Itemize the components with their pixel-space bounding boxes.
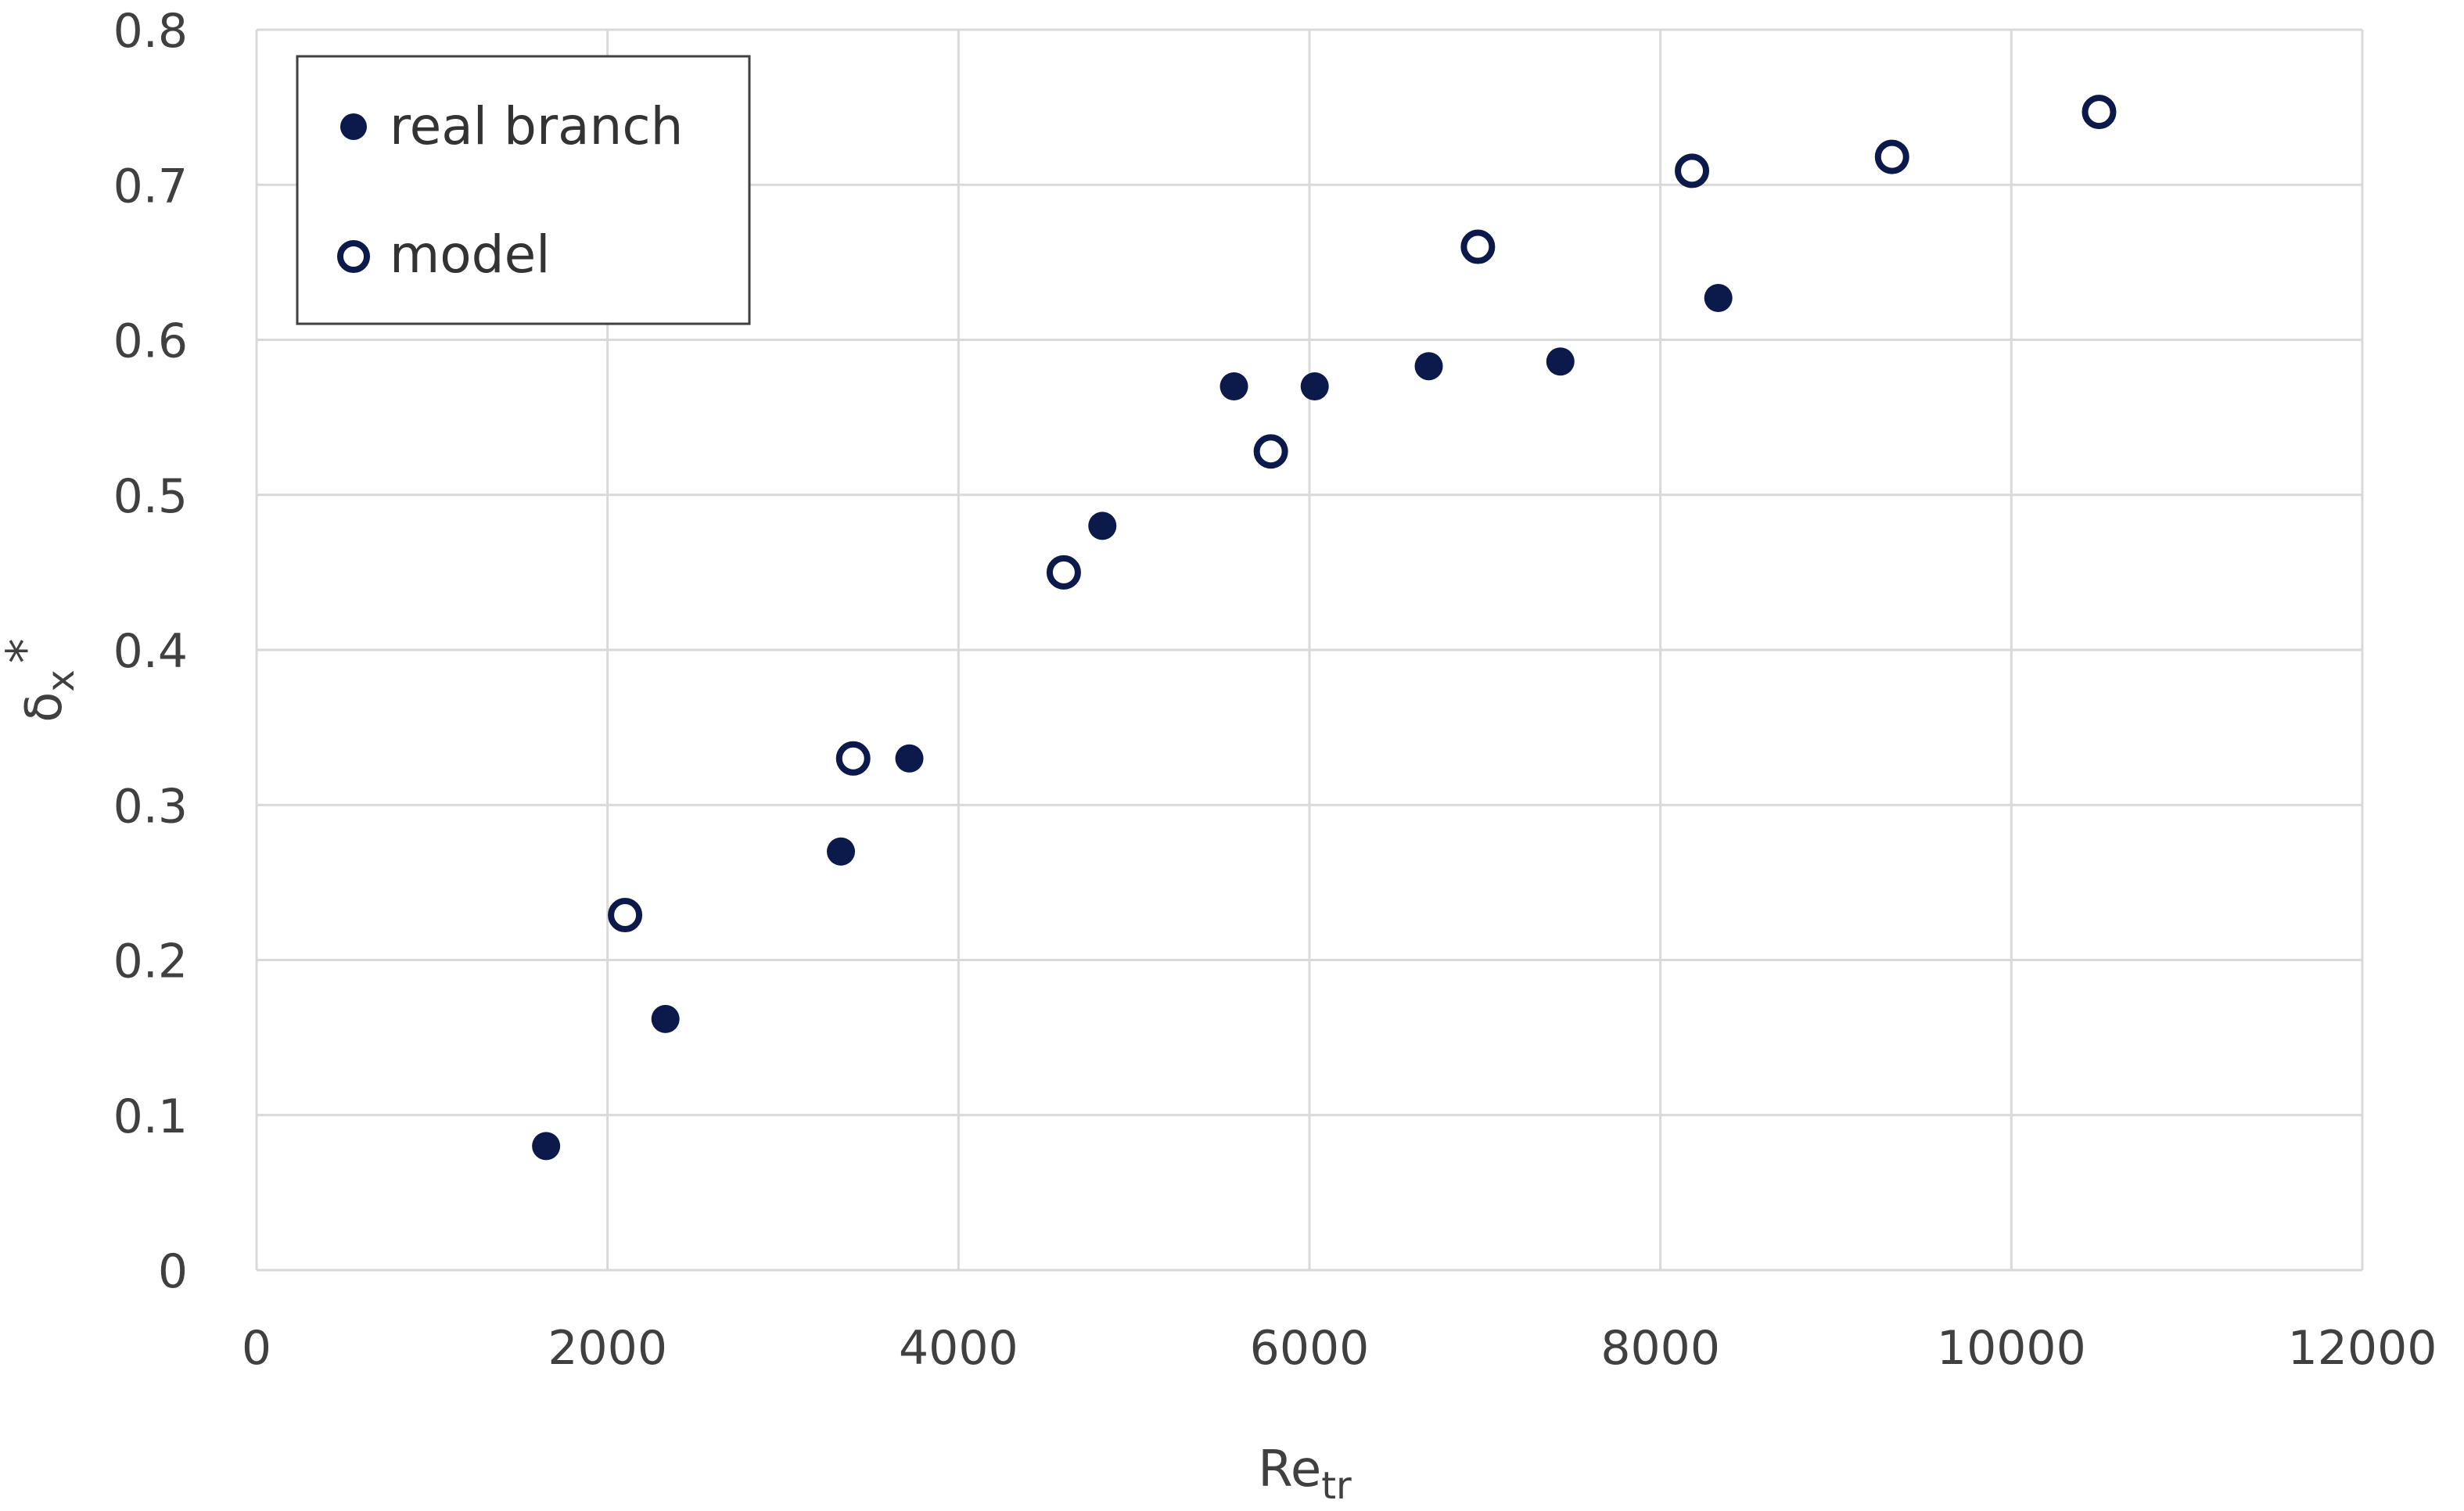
y-axis-label: δx* — [0, 638, 83, 723]
model-point — [835, 741, 871, 776]
x-axis-ticks: 0 2000 4000 6000 8000 10000 12000 — [242, 1321, 2437, 1376]
real-branch-point — [1300, 371, 1329, 400]
x-tick-label: 4000 — [899, 1321, 1018, 1376]
model-point — [2081, 95, 2117, 130]
x-tick-label: 6000 — [1250, 1321, 1370, 1376]
legend-marker-real-branch — [340, 113, 367, 140]
real-branch-point — [1704, 283, 1733, 312]
legend-box — [296, 55, 751, 325]
legend-label-model: model — [390, 224, 551, 285]
legend: real branch model — [296, 55, 751, 325]
model-point — [1675, 153, 1710, 188]
y-tick-label: 0.4 — [113, 624, 188, 679]
x-tick-label: 8000 — [1600, 1321, 1720, 1376]
y-tick-label: 0.1 — [113, 1089, 188, 1144]
y-tick-label: 0.8 — [113, 4, 188, 59]
y-tick-label: 0.7 — [113, 159, 188, 214]
legend-label-real-branch: real branch — [390, 96, 683, 156]
y-tick-label: 0 — [158, 1244, 188, 1299]
real-branch-point — [1088, 511, 1117, 540]
model-point — [608, 898, 643, 933]
model-point — [1253, 434, 1288, 469]
y-tick-label: 0.5 — [113, 469, 188, 524]
legend-marker-model — [337, 240, 370, 273]
data-points — [532, 95, 2117, 1161]
model-point — [1046, 555, 1081, 590]
y-axis-ticks: 0 0.1 0.2 0.3 0.4 0.5 0.6 0.7 0.8 — [113, 4, 188, 1299]
x-tick-label: 0 — [242, 1321, 271, 1376]
series-model — [608, 95, 2117, 933]
model-point — [1874, 139, 1909, 174]
model-point — [1460, 229, 1496, 264]
real-branch-point — [827, 837, 856, 866]
x-tick-label: 2000 — [548, 1321, 667, 1376]
y-tick-label: 0.6 — [113, 314, 188, 369]
gridlines — [255, 28, 2364, 1272]
real-branch-point — [1414, 352, 1443, 381]
real-branch-point — [1219, 371, 1248, 400]
real-branch-point — [1546, 347, 1575, 376]
x-tick-label: 12000 — [2288, 1321, 2437, 1376]
series-real-branch — [532, 283, 1733, 1161]
real-branch-point — [651, 1004, 680, 1033]
y-tick-label: 0.3 — [113, 779, 188, 834]
x-axis-label: Retr — [1258, 1441, 1352, 1508]
real-branch-point — [532, 1132, 561, 1161]
real-branch-point — [895, 744, 924, 773]
x-tick-label: 10000 — [1937, 1321, 2086, 1376]
y-tick-label: 0.2 — [113, 935, 188, 989]
